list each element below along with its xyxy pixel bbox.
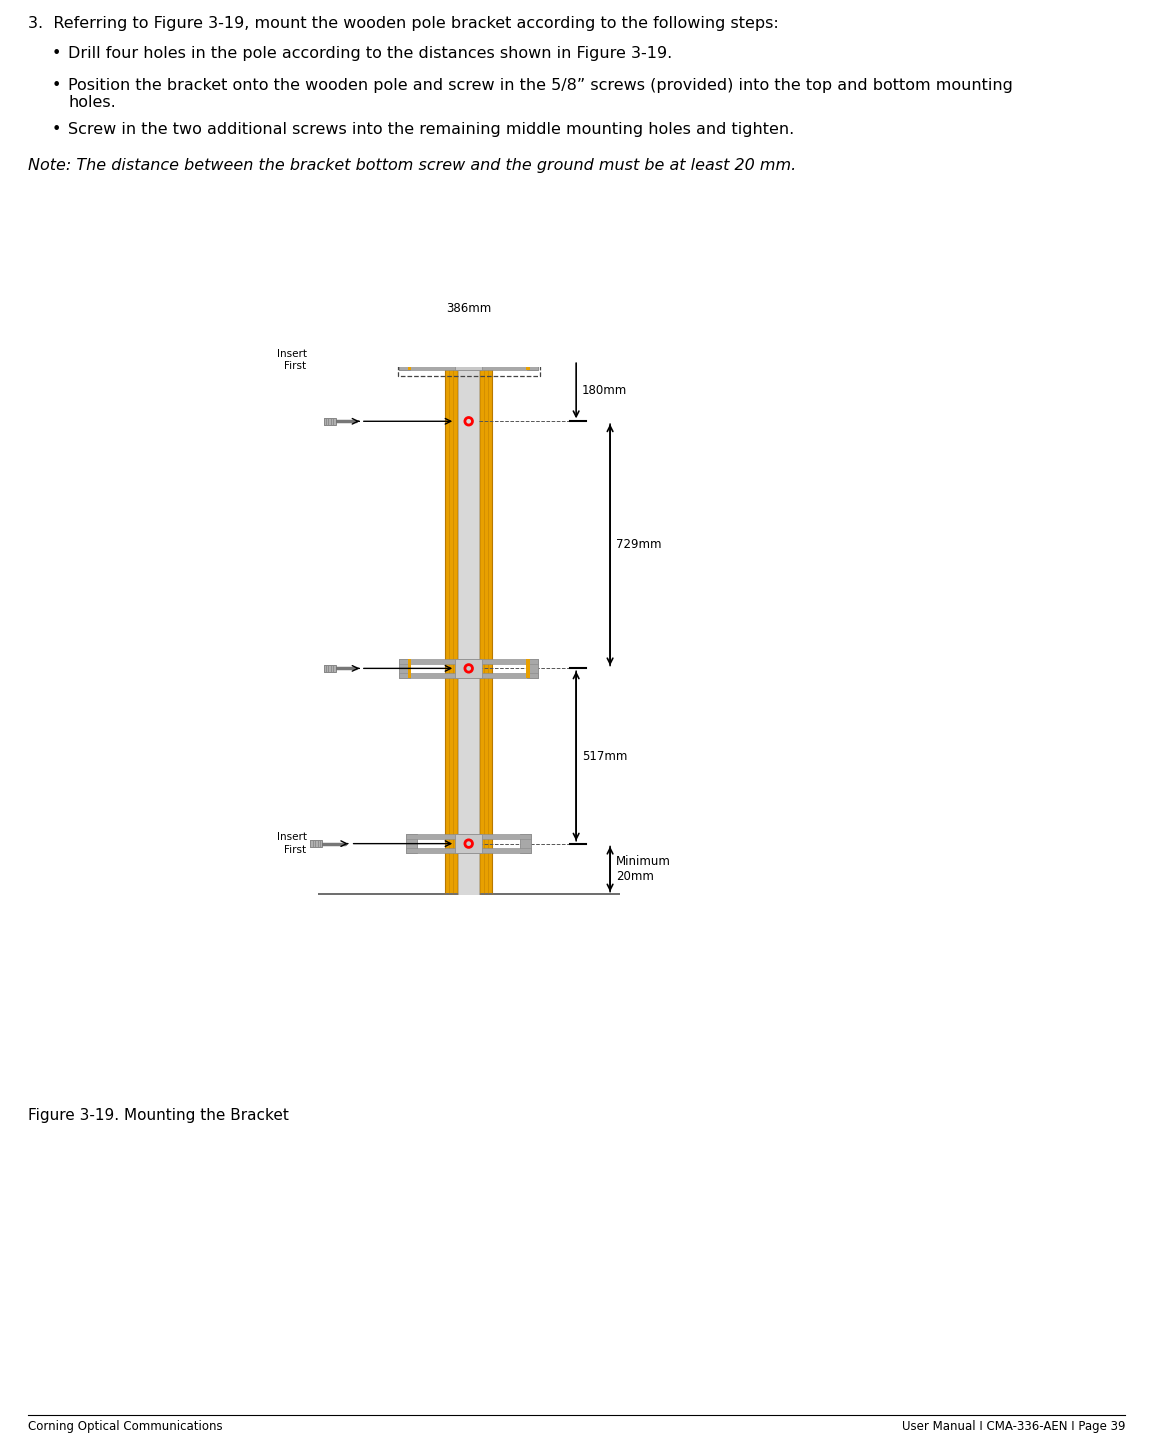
Text: Ground: Ground	[442, 895, 496, 908]
Bar	[407, 849, 530, 853]
Text: •: •	[52, 78, 61, 93]
Text: •: •	[52, 122, 61, 138]
Bar	[408, 350, 412, 371]
Text: 3.  Referring to Figure 3-19, mount the wooden pole bracket according to the fol: 3. Referring to Figure 3-19, mount the w…	[28, 16, 778, 30]
Bar	[324, 665, 336, 672]
Bar	[324, 418, 336, 424]
Text: Note: The distance between the bracket bottom screw and the ground must be at le: Note: The distance between the bracket b…	[28, 158, 797, 172]
Bar	[399, 659, 538, 663]
Bar	[455, 834, 482, 853]
Bar	[408, 659, 412, 678]
Bar	[407, 834, 530, 838]
Bar	[310, 840, 323, 847]
Bar	[458, 323, 480, 895]
Bar	[399, 350, 538, 356]
Text: 517mm: 517mm	[582, 750, 627, 763]
Text: •: •	[52, 46, 61, 61]
Bar	[407, 834, 417, 853]
Text: Drill four holes in the pole according to the distances shown in Figure 3-19.: Drill four holes in the pole according t…	[68, 46, 672, 61]
Text: Minimum
20mm: Minimum 20mm	[616, 856, 671, 883]
Text: User Manual I CMA-336-AEN I Page 39: User Manual I CMA-336-AEN I Page 39	[902, 1420, 1125, 1434]
Bar	[526, 350, 529, 371]
Text: Corning Optical Communications: Corning Optical Communications	[28, 1420, 223, 1434]
Bar	[526, 659, 529, 678]
Bar	[399, 673, 538, 678]
Bar	[455, 350, 482, 371]
Bar	[310, 356, 323, 363]
Bar	[399, 365, 538, 371]
Bar	[520, 834, 530, 853]
Text: 180mm: 180mm	[582, 384, 627, 397]
Text: Figure 3-19. Mounting the Bracket: Figure 3-19. Mounting the Bracket	[28, 1108, 289, 1124]
Text: Screw in the two additional screws into the remaining middle mounting holes and : Screw in the two additional screws into …	[68, 122, 794, 138]
Bar	[318, 893, 619, 911]
Text: Insert
First: Insert First	[277, 349, 307, 372]
Text: Position the bracket onto the wooden pole and screw in the 5/8” screws (provided: Position the bracket onto the wooden pol…	[68, 78, 1012, 110]
Bar	[399, 350, 410, 371]
Text: 729mm: 729mm	[616, 539, 661, 552]
Text: 386mm: 386mm	[446, 301, 491, 314]
Bar	[455, 659, 482, 678]
Bar	[527, 350, 538, 371]
Bar	[527, 659, 538, 678]
Bar	[445, 323, 492, 895]
Text: Insert
First: Insert First	[277, 833, 307, 854]
Bar	[399, 659, 410, 678]
